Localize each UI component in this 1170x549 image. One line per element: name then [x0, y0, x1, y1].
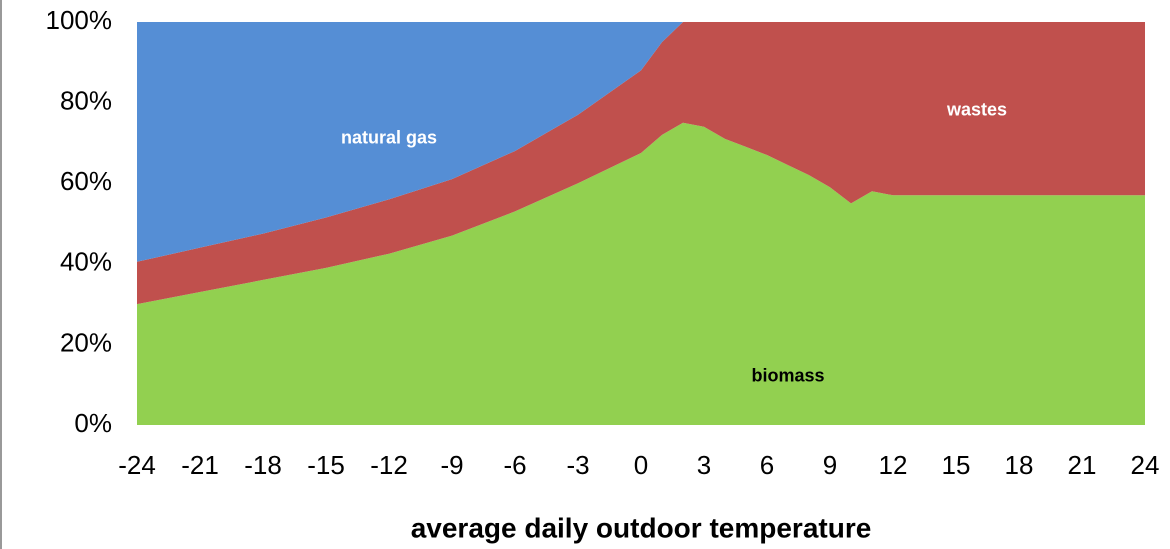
x-tick-label: 18	[1005, 450, 1034, 480]
x-tick-label: -9	[440, 450, 463, 480]
x-tick-label: -15	[307, 450, 345, 480]
x-tick-label: 6	[760, 450, 774, 480]
series-label: natural gas	[341, 128, 437, 148]
x-tick-label: -21	[181, 450, 219, 480]
x-tick-label: 0	[634, 450, 648, 480]
y-tick-label: 20%	[60, 327, 112, 357]
x-tick-label: -6	[503, 450, 526, 480]
x-tick-label: -18	[244, 450, 282, 480]
y-tick-label: 60%	[60, 166, 112, 196]
y-tick-label: 80%	[60, 85, 112, 115]
series-label: biomass	[751, 365, 824, 385]
y-tick-label: 0%	[74, 408, 112, 438]
series-label: wastes	[946, 99, 1007, 119]
x-tick-label: -12	[370, 450, 408, 480]
x-tick-label: 21	[1068, 450, 1097, 480]
x-tick-label: -3	[566, 450, 589, 480]
y-tick-label: 100%	[46, 5, 113, 35]
x-axis-title: average daily outdoor temperature	[411, 512, 872, 543]
x-tick-label: -24	[118, 450, 156, 480]
x-tick-label: 12	[879, 450, 908, 480]
area	[137, 122, 1145, 425]
area	[137, 22, 1145, 305]
x-tick-label: 9	[823, 450, 837, 480]
area	[137, 22, 1145, 262]
x-tick-label: 3	[697, 450, 711, 480]
y-tick-label: 40%	[60, 247, 112, 277]
x-tick-label: 24	[1131, 450, 1160, 480]
x-tick-label: 15	[942, 450, 971, 480]
